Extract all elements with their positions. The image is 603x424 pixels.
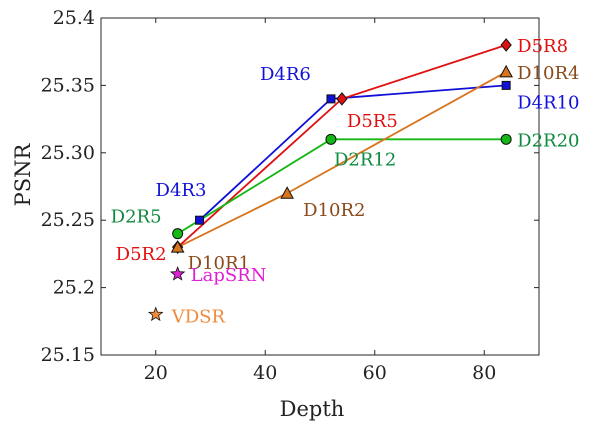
marker-lapsrn — [169, 266, 186, 281]
marker-vdsr — [148, 306, 164, 322]
marker-d4r10 — [501, 80, 511, 90]
marker-d5r5 — [336, 92, 348, 106]
data-label-d5r2: D5R2 — [116, 244, 167, 265]
data-label-d10r4: D10R4 — [517, 63, 579, 84]
y-tick-label: 25.30 — [41, 142, 95, 164]
data-label-lapsrn: LapSRN — [191, 265, 267, 286]
marker-d2r5 — [172, 228, 184, 240]
data-label-d10r2: D10R2 — [303, 200, 365, 221]
marker-d4r3 — [195, 215, 205, 225]
marker-d10r4 — [499, 64, 513, 78]
x-axis-label: Depth — [280, 397, 345, 421]
axes: 20 40 60 80 25.15 25.2 25.25 25.30 25.35 25.4 — [41, 7, 540, 384]
y-tick-label: 25.4 — [53, 7, 95, 29]
data-label-d2r20: D2R20 — [517, 130, 579, 151]
data-label-d5r8: D5R8 — [517, 36, 568, 57]
data-label-d5r5: D5R5 — [347, 111, 398, 132]
x-tick-label: 60 — [363, 362, 387, 384]
series-markers — [148, 38, 513, 322]
x-tick-label: 80 — [472, 362, 496, 384]
x-tick-label: 20 — [144, 362, 168, 384]
point-labels: D4R3 D4R6 D4R10 D5R2 D5R5 D5R8 D2R5 D2R12 D2R20 D… — [111, 36, 580, 328]
data-label-d10r1: D10R1 — [188, 253, 250, 274]
x-tick-label: 40 — [253, 362, 277, 384]
marker-d10r2 — [280, 186, 294, 199]
marker-d4r6 — [326, 94, 336, 104]
plot-frame — [100, 17, 540, 356]
y-tick-label: 25.15 — [41, 344, 95, 366]
marker-d2r12 — [325, 133, 337, 145]
y-tick-label: 25.25 — [41, 209, 95, 231]
marker-d5r8 — [500, 38, 512, 52]
data-label-d4r3: D4R3 — [156, 180, 207, 201]
data-label-d2r12: D2R12 — [334, 149, 396, 170]
data-label-d2r5: D2R5 — [111, 207, 162, 228]
marker-d10r1 — [170, 240, 185, 253]
data-label-d4r6: D4R6 — [260, 64, 311, 85]
marker-d2r20 — [500, 133, 512, 145]
data-label-vdsr: VDSR — [171, 307, 226, 328]
data-label-d4r10: D4R10 — [517, 92, 579, 113]
y-axis-label: PSNR — [11, 142, 35, 206]
y-tick-label: 25.2 — [53, 277, 95, 299]
y-tick-label: 25.35 — [41, 74, 95, 96]
